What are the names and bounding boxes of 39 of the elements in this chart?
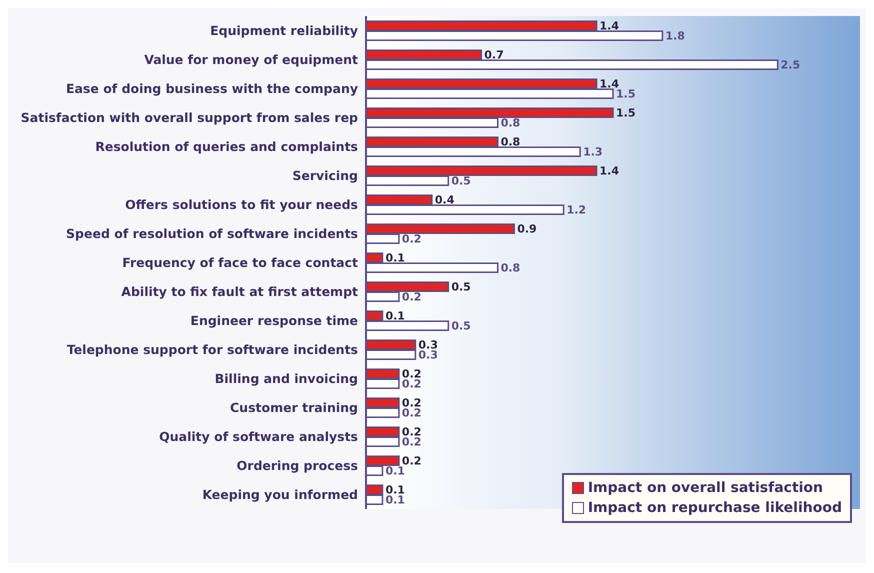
data-label: 1.4 [600,164,620,178]
data-label: 0.8 [500,262,520,275]
y-tick-label: Speed of resolution of software incidents [66,226,358,241]
data-label: 0.1 [385,310,405,323]
y-tick-label: Ordering process [236,458,358,473]
data-label: 2.5 [780,58,800,72]
data-label: 0.2 [402,290,422,304]
data-label: 0.5 [451,174,471,188]
y-tick-label: Value for money of equipment [144,52,358,67]
data-label: 0.7 [484,48,504,62]
y-tick-label: Telephone support for software incidents [66,342,358,357]
data-label: 0.2 [402,232,422,246]
data-label: 1.4 [600,20,620,33]
y-tick-label: Keeping you informed [202,486,358,502]
y-tick-label: Frequency of face to face contact [122,254,358,270]
legend-label: Impact on overall satisfaction [588,479,824,498]
data-label: 1.2 [566,204,586,217]
data-label: 0.8 [500,116,520,130]
y-tick-label: Satisfaction with overall support from sales rep [20,110,358,125]
y-tick-label: Quality of software analysts [159,428,358,444]
y-tick-label: Equipment reliability [210,22,358,38]
data-label: 1.5 [616,106,636,120]
data-label: 0.9 [517,222,537,236]
legend-label: Impact on repurchase likelihood [588,499,842,518]
data-label: 1.8 [665,30,685,43]
y-tick-label: Engineer response time [190,312,358,328]
y-tick-label: Ability to fix fault at first attempt [121,284,358,299]
y-tick-label: Offers solutions to fit your needs [125,196,358,212]
y-tick-label: Servicing [292,168,358,183]
data-label: 0.4 [434,194,455,207]
data-label: 0.5 [451,280,471,294]
y-tick-label: Billing and invoicing [214,370,358,386]
data-label: 1.3 [583,146,603,159]
data-label: 0.8 [500,136,520,149]
y-tick-label: Customer training [230,400,358,415]
y-tick-label: Resolution of queries and complaints [95,138,358,154]
data-label: 0.1 [385,252,405,265]
y-tick-label: Ease of doing business with the company [66,80,358,96]
data-label: 0.5 [451,320,471,333]
